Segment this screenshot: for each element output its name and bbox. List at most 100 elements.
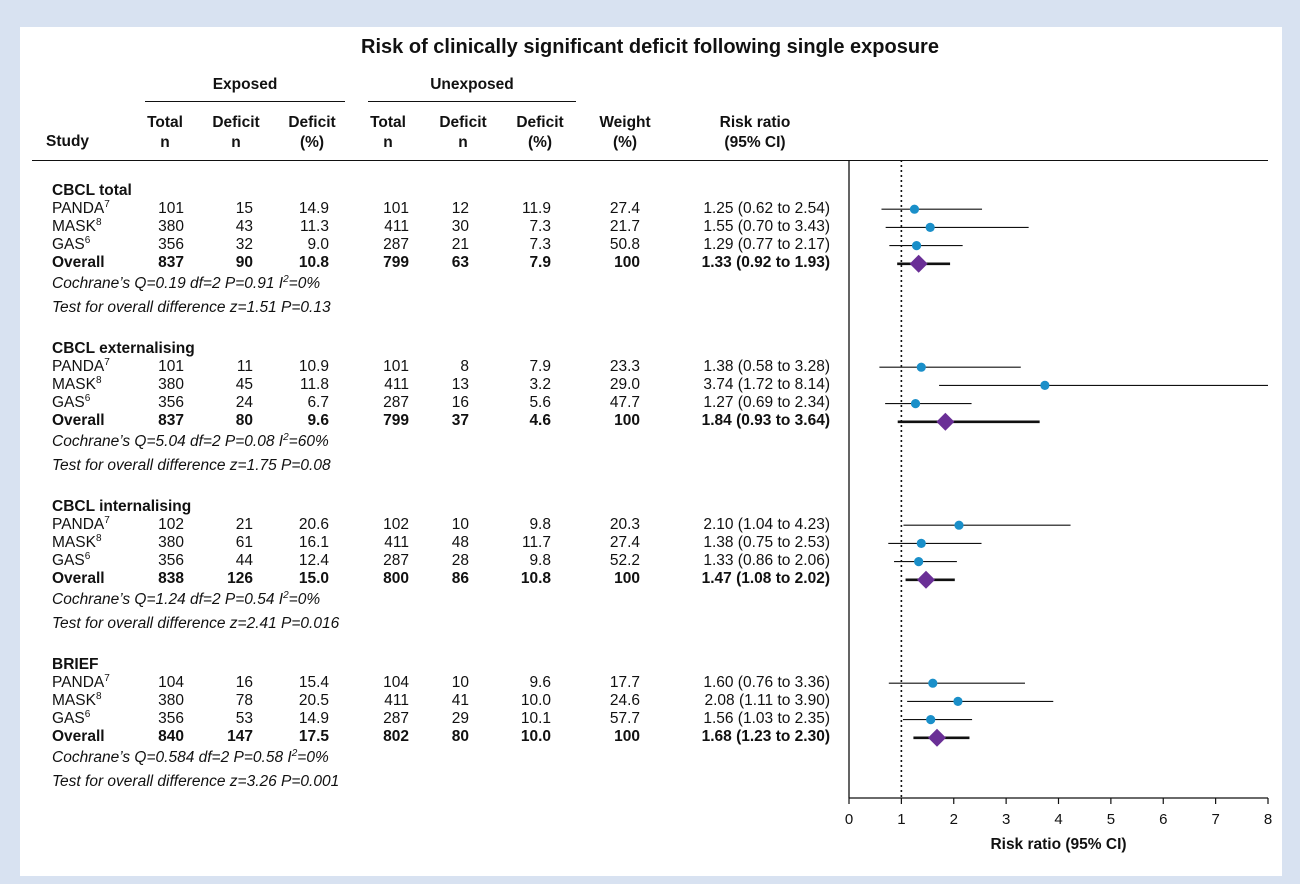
cell-unexp-pct: 9.8: [529, 515, 551, 533]
x-tick-label: 0: [845, 811, 853, 828]
cell-exp-pct: 16.1: [298, 533, 329, 551]
study-name: GAS6: [52, 551, 90, 569]
cell-exp-total: 380: [158, 217, 184, 235]
cell-exp-deficit: 24: [235, 394, 253, 412]
overall-diamond-marker: [936, 412, 955, 431]
study-point-marker: [916, 362, 926, 372]
cell-unexp-deficit: 10: [451, 673, 469, 691]
group-header-unexposed: Unexposed: [430, 76, 514, 93]
cell-unexp-total: 800: [383, 570, 409, 588]
cell-exp-pct: 10.8: [298, 254, 329, 272]
cell-rr-text: 1.47 (1.08 to 2.02): [701, 570, 830, 588]
x-tick-label: 6: [1159, 811, 1167, 828]
cell-weight: 24.6: [609, 691, 640, 709]
cell-unexp-total: 104: [383, 673, 409, 691]
study-point-marker: [926, 715, 936, 725]
cell-exp-pct: 9.6: [307, 412, 329, 430]
group-title: CBCL externalising: [52, 339, 195, 357]
cell-unexp-deficit: 41: [451, 691, 469, 709]
cell-unexp-deficit: 16: [451, 394, 469, 412]
reference-superscript: 6: [84, 708, 91, 720]
study-point-marker: [910, 399, 921, 409]
overall-diamond-marker: [927, 728, 946, 747]
cell-exp-total: 840: [158, 728, 184, 746]
cell-unexp-pct: 3.2: [529, 375, 551, 393]
study-point-marker: [928, 678, 938, 688]
cell-exp-pct: 14.9: [298, 199, 329, 217]
heterogeneity-superscript: 2: [283, 273, 289, 285]
reference-superscript: 7: [104, 514, 110, 526]
cell-unexp-deficit: 12: [451, 199, 469, 217]
study-point-marker: [909, 204, 920, 214]
chart-title: Risk of clinically significant deficit f…: [361, 36, 939, 58]
cell-exp-total: 101: [158, 199, 184, 217]
overall-label: Overall: [52, 254, 105, 271]
heterogeneity-text: Cochrane’s Q=5.04 df=2 P=0.08 I: [52, 432, 284, 450]
cell-unexp-deficit: 10: [451, 515, 469, 533]
x-tick-label: 5: [1107, 811, 1115, 828]
cell-exp-deficit: 15: [235, 199, 253, 217]
cell-unexp-total: 411: [384, 375, 409, 393]
cell-unexp-total: 102: [383, 515, 409, 533]
cell-exp-total: 356: [158, 710, 184, 728]
column-header-exp-deficit-pct: Deficit (%): [288, 114, 336, 151]
cell-unexp-total: 101: [383, 199, 409, 217]
cell-weight: 29.0: [609, 375, 640, 393]
study-name-text: GAS: [52, 236, 85, 254]
heterogeneity-text: Cochrane’s Q=1.24 df=2 P=0.54 I: [52, 590, 284, 608]
cell-exp-pct: 11.8: [299, 375, 329, 393]
cell-exp-deficit: 11: [236, 357, 253, 375]
study-name-text: PANDA: [52, 199, 105, 217]
cell-rr-text: 3.74 (1.72 to 8.14): [703, 375, 830, 393]
cell-unexp-pct: 7.3: [529, 236, 551, 254]
cell-weight: 20.3: [609, 515, 640, 533]
cell-exp-pct: 10.9: [298, 357, 329, 375]
x-tick-label: 2: [950, 811, 958, 828]
study-name-text: Overall: [52, 728, 105, 746]
study-point-marker: [916, 538, 926, 549]
cell-rr-text: 1.84 (0.93 to 3.64): [701, 412, 830, 430]
x-tick-label: 1: [897, 811, 905, 828]
study-name-text: GAS: [52, 710, 85, 728]
heterogeneity-text-tail: =0%: [288, 274, 321, 292]
heterogeneity-text-tail: =60%: [288, 432, 329, 450]
cell-exp-total: 102: [158, 515, 184, 533]
study-name-text: Overall: [52, 570, 105, 588]
cell-unexp-deficit: 28: [451, 552, 469, 570]
cell-rr-text: 2.10 (1.04 to 4.23): [703, 515, 830, 533]
cell-unexp-deficit: 30: [451, 217, 469, 235]
column-header-unexp-total: Total n: [370, 114, 406, 151]
cell-exp-deficit: 90: [235, 254, 253, 272]
cell-exp-pct: 14.9: [298, 710, 329, 728]
study-name: GAS6: [52, 234, 91, 254]
cell-exp-total: 380: [158, 375, 184, 393]
cell-weight: 100: [614, 254, 640, 272]
cell-exp-total: 837: [158, 254, 184, 272]
cell-rr-text: 2.08 (1.11 to 3.90): [704, 691, 830, 709]
cell-unexp-deficit: 13: [451, 375, 469, 393]
cell-rr-text: 1.27 (0.69 to 2.34): [703, 394, 830, 412]
cell-exp-pct: 20.6: [298, 515, 329, 533]
study-point-marker: [953, 696, 963, 707]
cell-exp-deficit: 44: [235, 552, 253, 570]
cell-exp-deficit: 45: [235, 375, 253, 393]
cell-rr-text: 1.56 (1.03 to 2.35): [703, 710, 830, 728]
cell-unexp-pct: 11.7: [521, 533, 551, 551]
header-rule: [32, 160, 1268, 161]
reference-superscript: 6: [84, 234, 91, 246]
cell-rr-text: 1.68 (1.23 to 2.30): [701, 728, 830, 746]
cell-exp-pct: 11.3: [299, 217, 329, 235]
cell-rr-text: 1.60 (0.76 to 3.36): [703, 673, 830, 691]
cell-exp-total: 356: [158, 552, 184, 570]
cell-unexp-pct: 9.8: [529, 552, 551, 570]
overall-label: Overall: [52, 570, 105, 587]
column-header-weight: Weight (%): [599, 114, 651, 151]
overall-difference-test: Test for overall difference z=1.51 P=0.1…: [52, 298, 331, 316]
reference-superscript: 8: [95, 374, 102, 386]
study-name: PANDA7: [52, 357, 110, 375]
study-name-text: GAS: [52, 394, 85, 412]
heterogeneity-stat: Cochrane’s Q=1.24 df=2 P=0.54 I2=0%: [52, 590, 320, 608]
heterogeneity-text-tail: =0%: [297, 748, 329, 766]
x-axis-label: Risk ratio (95% CI): [990, 836, 1126, 853]
study-point-marker: [954, 520, 964, 530]
